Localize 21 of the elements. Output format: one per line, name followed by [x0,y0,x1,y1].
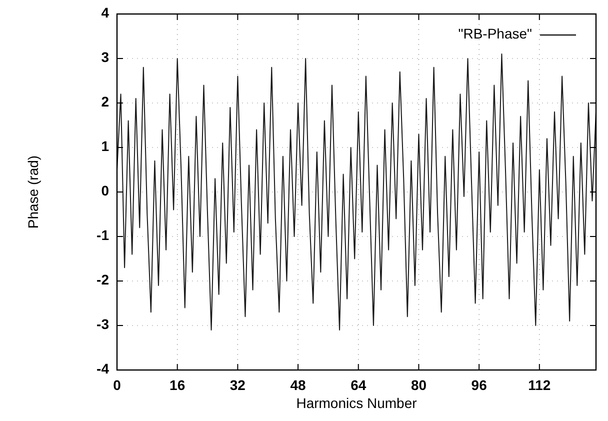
y-tick-label: -2 [96,272,110,288]
x-tick-label: 80 [410,377,427,393]
y-tick-label: 0 [101,182,110,199]
legend-label: "RB-Phase" [458,26,532,42]
x-tick-label: 48 [290,377,306,393]
x-tick-label: 112 [528,377,551,393]
x-tick-label: 16 [170,377,186,393]
y-tick-label: -4 [96,360,110,377]
line-series [116,52,598,332]
y-tick-label: -1 [96,227,110,244]
y-tick-label: -3 [96,316,110,332]
y-tick-label: 1 [101,138,110,154]
y-tick-label: 4 [101,4,110,21]
y-tick-label: 3 [101,49,110,66]
y-axis-title: Phase (rad) [25,155,41,229]
x-tick-label: 96 [471,377,488,393]
x-axis-title: Harmonics Number [296,395,418,411]
x-tick-label: 32 [230,377,246,393]
x-tick-label: 64 [350,377,366,393]
y-tick-label: 2 [101,94,110,110]
x-tick-label: 0 [113,377,122,393]
